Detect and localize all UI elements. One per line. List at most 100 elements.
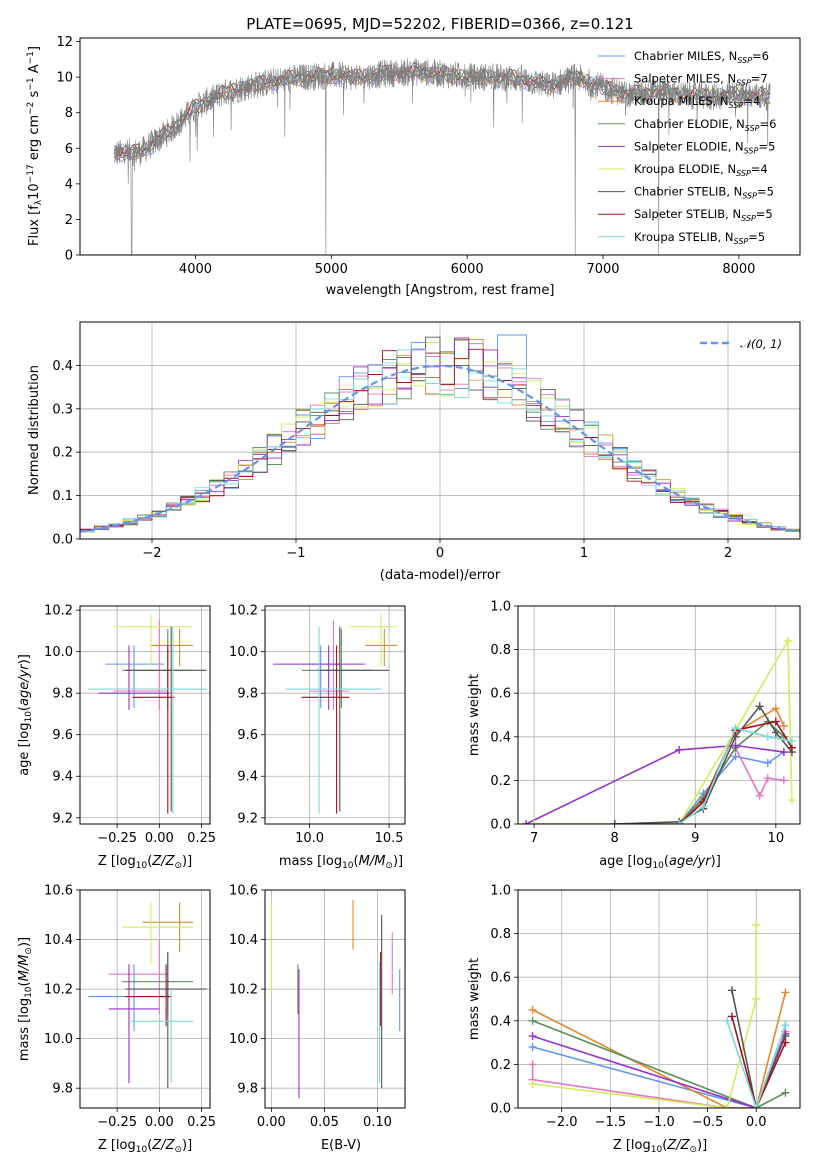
plus-marker (727, 986, 736, 995)
x-tick-label: 0.00 (145, 831, 174, 846)
plus-marker (787, 737, 796, 746)
plot-area (528, 920, 790, 1108)
axes-frame (79, 321, 801, 540)
plus-marker (755, 702, 764, 711)
x-tick-label: 0.10 (363, 1115, 392, 1130)
y-tick-label: 10.0 (44, 1032, 73, 1047)
y-tick-label: 10.4 (44, 933, 73, 948)
observed-spectrum-line (113, 58, 771, 255)
plus-marker (522, 820, 531, 824)
plus-marker (779, 748, 788, 757)
mass-weight-line (614, 746, 785, 824)
x-tick-label: 7 (530, 831, 538, 846)
x-tick-label: −2 (142, 546, 161, 561)
y-tick-label: 9.6 (52, 728, 73, 743)
plus-marker (610, 820, 619, 824)
residuals-ylabel: Normed distribution (27, 365, 42, 495)
plus-marker (781, 1021, 790, 1030)
legend-label: Chabrier STELIB, NSSP=5 (634, 185, 774, 201)
x-tick-label: −1.5 (595, 1115, 627, 1130)
plus-marker (771, 717, 780, 726)
residuals-xlabel: (data-model)/error (380, 568, 501, 583)
x-tick-label: 1 (580, 546, 588, 561)
y-tick-label: 0.6 (490, 687, 511, 702)
plot-area (113, 58, 771, 255)
legend-label: Salpeter MILES, NSSP=7 (634, 72, 768, 88)
plus-marker (787, 796, 796, 805)
age-vs-z-ylabel: age [log10(age/yr)] (17, 654, 34, 776)
y-tick-label: 0.1 (52, 489, 73, 504)
mw-vs-age-ylabel: mass weight (467, 674, 482, 756)
x-tick-label: 7000 (586, 262, 619, 277)
mass-vs-z-ylabel: mass [log10(M/M⊙)] (17, 937, 34, 1061)
mass-vs-z-xlabel: Z [log10(Z/Z⊙)] (98, 1138, 192, 1155)
y-tick-label: 9.8 (52, 687, 73, 702)
spectrum-xlabel: wavelength [Angstrom, rest frame] (326, 283, 555, 298)
plot-area (522, 636, 796, 824)
axes-frame (264, 605, 406, 825)
axes-frame (79, 889, 211, 1109)
plus-marker (731, 741, 740, 750)
y-tick-label: 9.8 (237, 1082, 258, 1097)
plus-marker (752, 1104, 761, 1108)
x-tick-label: −1 (286, 546, 305, 561)
y-tick-label: 0.8 (490, 927, 511, 942)
y-tick-label: 2 (65, 213, 73, 228)
x-tick-label: −0.25 (97, 1115, 137, 1130)
x-tick-label: 4000 (179, 262, 212, 277)
x-tick-label: 2 (724, 546, 732, 561)
plus-marker (731, 724, 740, 733)
legend-label: Kroupa STELIB, NSSP=5 (634, 230, 765, 246)
mass-weight-line (731, 1016, 787, 1108)
plus-marker (528, 1042, 537, 1051)
y-tick-label: 10.6 (229, 884, 258, 899)
x-tick-label: 0 (436, 546, 444, 561)
plus-marker (771, 704, 780, 713)
y-tick-label: 4 (65, 177, 73, 192)
x-tick-label: 10.0 (295, 831, 324, 846)
legend-label: Chabrier ELODIE, NSSP=6 (634, 117, 776, 133)
axes-frame (517, 605, 801, 825)
y-tick-label: 9.2 (52, 811, 73, 826)
plus-marker (779, 721, 788, 730)
x-tick-label: 0.25 (187, 1115, 216, 1130)
axes-frame (517, 889, 801, 1109)
plus-marker (699, 802, 708, 811)
mass-vs-ebv-panel: 0.00 0.05 0.10 9.8 10.0 10.2 10.4 10.6 (229, 884, 406, 1130)
y-tick-label: 0.3 (52, 402, 73, 417)
y-tick-label: 9.2 (237, 811, 258, 826)
residuals-legend: 𝒩(0, 1) (700, 337, 782, 351)
x-tick-label: −1.0 (643, 1115, 675, 1130)
x-tick-label: 0.00 (145, 1115, 174, 1130)
x-tick-label: 9 (691, 831, 699, 846)
spectrum-legend: Chabrier MILES, NSSP=6 Salpeter MILES, NS… (598, 49, 776, 246)
plus-marker (530, 820, 539, 824)
plus-marker (528, 1032, 537, 1041)
y-tick-label: 10.0 (229, 645, 258, 660)
axes-frame (264, 889, 406, 1109)
y-tick-label: 9.4 (237, 770, 258, 785)
massweight-vs-age-panel: 7 8 9 10 0.0 0.2 0.4 0.6 0.8 1.0 (490, 600, 801, 846)
plus-marker (723, 1104, 732, 1108)
mass-vs-metallicity-panel: −0.25 0.00 0.25 9.8 10.0 10.2 10.4 10.6 (44, 884, 216, 1131)
plus-marker (528, 1016, 537, 1025)
y-tick-label: 10.6 (44, 884, 73, 899)
mass-weight-line (532, 924, 757, 1108)
x-tick-label: 0.00 (257, 1115, 286, 1130)
y-tick-label: 0.2 (490, 774, 511, 789)
y-tick-label: 0.0 (52, 533, 73, 548)
mw-vs-z-xlabel: Z [log10(Z/Z⊙)] (613, 1138, 707, 1155)
spectrum-ylabel: Flux [fλ10−17 erg cm−2 s−1 A−1] (26, 46, 44, 246)
y-tick-label: 6 (65, 142, 73, 157)
y-tick-label: 9.6 (237, 728, 258, 743)
mass-vs-ebv-xlabel: E(B-V) (321, 1138, 361, 1153)
plus-marker (763, 732, 772, 741)
legend-label: Salpeter STELIB, NSSP=5 (634, 207, 773, 223)
y-tick-label: 0.8 (490, 643, 511, 658)
x-tick-label: 0.0 (746, 1115, 767, 1130)
y-tick-label: 0.4 (490, 730, 511, 745)
y-tick-label: 1.0 (490, 600, 511, 615)
age-vs-mass-xlabel: mass [log10(M/M⊙)] (279, 854, 403, 871)
spectrum-panel: 4000 5000 6000 7000 8000 0 2 4 6 8 10 12 (56, 35, 801, 277)
plus-marker (528, 1005, 537, 1014)
